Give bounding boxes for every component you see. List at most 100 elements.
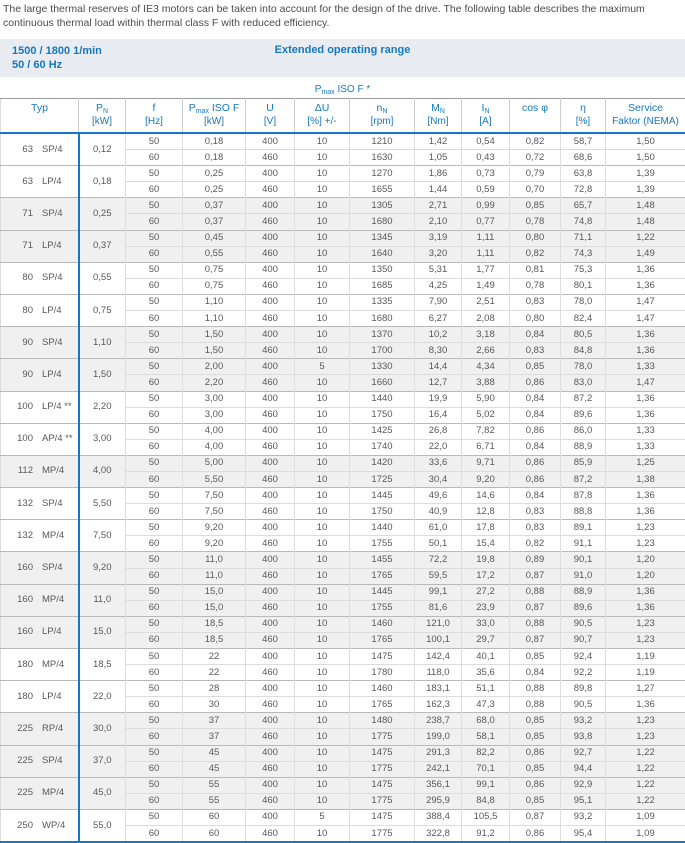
cell-du: 10 (295, 182, 350, 198)
cell-pmax: 0,25 (183, 182, 246, 198)
cell-eta: 80,1 (561, 278, 606, 294)
cell-mn: 322,8 (415, 826, 462, 843)
cell-u: 460 (246, 568, 295, 584)
cell-cosphi: 0,83 (510, 520, 561, 536)
cell-u: 460 (246, 536, 295, 552)
cell-in: 1,77 (462, 262, 510, 278)
pmax-note-subscript: max (321, 89, 334, 96)
cell-nn: 1765 (350, 632, 415, 648)
col-header-typ: Typ (1, 99, 79, 134)
cell-eta: 90,5 (561, 616, 606, 632)
cell-cosphi: 0,82 (510, 246, 561, 262)
cell-du: 10 (295, 311, 350, 327)
cell-eta: 88,9 (561, 439, 606, 455)
cell-nn: 1350 (350, 262, 415, 278)
cell-u: 400 (246, 777, 295, 793)
motor-type: MP/4 (42, 530, 64, 541)
frame-size: 63 (1, 145, 33, 155)
cell-u: 400 (246, 359, 295, 375)
cell-nn: 1335 (350, 294, 415, 310)
cell-du: 10 (295, 375, 350, 391)
cell-du: 10 (295, 729, 350, 745)
col-header-f: f[Hz] (126, 99, 183, 134)
cell-pn: 3,00 (79, 423, 126, 455)
cell-f: 50 (126, 777, 183, 793)
cell-in: 15,4 (462, 536, 510, 552)
cell-f: 50 (126, 294, 183, 310)
cell-du: 10 (295, 407, 350, 423)
cell-cosphi: 0,88 (510, 697, 561, 713)
cell-eta: 88,9 (561, 584, 606, 600)
cell-cosphi: 0,84 (510, 665, 561, 681)
cell-eta: 83,0 (561, 375, 606, 391)
cell-du: 10 (295, 584, 350, 600)
cell-u: 400 (246, 552, 295, 568)
cell-u: 400 (246, 745, 295, 761)
cell-nn: 1445 (350, 488, 415, 504)
cell-du: 10 (295, 439, 350, 455)
cell-eta: 93,2 (561, 809, 606, 825)
cell-mn: 7,90 (415, 294, 462, 310)
cell-service: 1,36 (606, 278, 685, 294)
cell-in: 3,18 (462, 327, 510, 343)
cell-u: 400 (246, 230, 295, 246)
cell-service: 1,23 (606, 729, 685, 745)
cell-mn: 81,6 (415, 600, 462, 616)
cell-f: 50 (126, 327, 183, 343)
cell-service: 1,36 (606, 343, 685, 359)
cell-service: 1,36 (606, 327, 685, 343)
cell-pn: 1,10 (79, 327, 126, 359)
cell-pn: 0,18 (79, 166, 126, 198)
cell-f: 50 (126, 809, 183, 825)
col-header-cosphi: cos φ (510, 99, 561, 134)
col-header-nn: nN[rpm] (350, 99, 415, 134)
cell-in: 0,77 (462, 214, 510, 230)
cell-service: 1,36 (606, 262, 685, 278)
cell-cosphi: 0,84 (510, 327, 561, 343)
cell-pmax: 7,50 (183, 488, 246, 504)
cell-in: 0,59 (462, 182, 510, 198)
cell-eta: 82,4 (561, 311, 606, 327)
cell-eta: 90,1 (561, 552, 606, 568)
cell-f: 50 (126, 681, 183, 697)
cell-in: 9,71 (462, 455, 510, 471)
cell-pn: 5,50 (79, 488, 126, 520)
cell-du: 10 (295, 536, 350, 552)
cell-cosphi: 0,84 (510, 439, 561, 455)
cell-u: 400 (246, 713, 295, 729)
cell-u: 400 (246, 584, 295, 600)
cell-pn: 18,5 (79, 649, 126, 681)
cell-pmax: 4,00 (183, 439, 246, 455)
cell-mn: 1,44 (415, 182, 462, 198)
cell-cosphi: 0,87 (510, 568, 561, 584)
frame-size: 160 (1, 563, 33, 573)
cell-nn: 1660 (350, 375, 415, 391)
cell-nn: 1775 (350, 793, 415, 809)
cell-nn: 1445 (350, 584, 415, 600)
cell-f: 60 (126, 665, 183, 681)
cell-u: 400 (246, 455, 295, 471)
cell-nn: 1440 (350, 391, 415, 407)
frame-size: 180 (1, 660, 33, 670)
cell-mn: 238,7 (415, 713, 462, 729)
frame-size: 80 (1, 306, 33, 316)
frame-size: 80 (1, 273, 33, 283)
cell-service: 1,33 (606, 359, 685, 375)
cell-mn: 242,1 (415, 761, 462, 777)
cell-pmax: 37 (183, 729, 246, 745)
cell-pmax: 60 (183, 809, 246, 825)
cell-u: 400 (246, 681, 295, 697)
cell-cosphi: 0,87 (510, 632, 561, 648)
cell-pmax: 18,5 (183, 632, 246, 648)
cell-pmax: 1,50 (183, 343, 246, 359)
cell-du: 10 (295, 504, 350, 520)
cell-service: 1,49 (606, 246, 685, 262)
cell-service: 1,22 (606, 230, 685, 246)
